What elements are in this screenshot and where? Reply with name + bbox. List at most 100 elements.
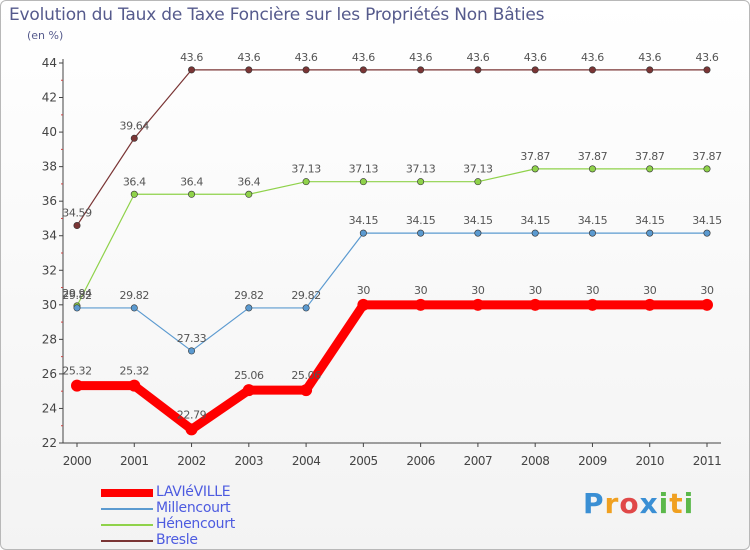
data-label-bresle: 43.6 — [352, 51, 375, 64]
data-label-bresle: 43.6 — [696, 51, 719, 64]
x-tick-label: 2008 — [521, 454, 550, 468]
data-label-millencourt: 29.82 — [62, 289, 92, 302]
data-point-lavieville — [529, 298, 542, 311]
unit-label: (en %) — [27, 29, 64, 42]
data-point-henencourt — [474, 178, 482, 186]
y-tick-label: 32 — [42, 263, 57, 277]
data-point-lavieville — [300, 384, 313, 397]
data-label-lavieville: 30 — [529, 284, 543, 297]
data-label-lavieville: 30 — [414, 284, 428, 297]
data-point-lavieville — [643, 298, 656, 311]
data-point-lavieville — [471, 298, 484, 311]
y-tick-label: 36 — [42, 194, 57, 208]
chart-title: Evolution du Taux de Taxe Foncière sur l… — [9, 5, 545, 25]
y-tick-label: 26 — [42, 367, 57, 381]
logo-letter: t — [669, 487, 684, 520]
data-point-millencourt — [588, 229, 596, 237]
x-tick-label: 2011 — [693, 454, 722, 468]
data-label-bresle: 34.59 — [62, 207, 92, 220]
y-tick-label: 44 — [42, 56, 57, 70]
data-label-millencourt: 29.82 — [234, 289, 264, 302]
data-label-lavieville: 30 — [471, 284, 485, 297]
legend-swatch — [101, 540, 153, 542]
data-point-henencourt — [703, 165, 711, 173]
data-point-millencourt — [302, 304, 310, 312]
data-point-bresle — [359, 66, 367, 74]
data-label-lavieville: 25.06 — [291, 369, 321, 382]
data-label-lavieville: 25.06 — [234, 369, 264, 382]
x-tick-label: 2003 — [235, 454, 264, 468]
legend-item-lavieville: LAVIéVILLE — [101, 484, 321, 501]
data-label-henencourt: 37.13 — [406, 163, 436, 176]
data-label-millencourt: 34.15 — [349, 214, 379, 227]
data-point-bresle — [531, 66, 539, 74]
data-point-henencourt — [188, 190, 196, 198]
data-point-bresle — [302, 66, 310, 74]
logo-letter: x — [639, 487, 659, 520]
y-tick-label: 40 — [42, 125, 57, 139]
data-point-henencourt — [302, 178, 310, 186]
data-label-lavieville: 30 — [357, 284, 371, 297]
data-point-millencourt — [531, 229, 539, 237]
y-tick-label: 38 — [42, 160, 57, 174]
data-label-bresle: 39.64 — [120, 119, 150, 132]
data-point-henencourt — [245, 190, 253, 198]
y-tick-label: 22 — [42, 436, 57, 450]
legend-swatch — [101, 524, 153, 526]
data-point-lavieville — [414, 298, 427, 311]
y-tick-label: 28 — [42, 332, 57, 346]
x-tick-label: 2000 — [63, 454, 92, 468]
data-point-bresle — [474, 66, 482, 74]
data-label-millencourt: 34.15 — [692, 214, 722, 227]
x-tick-label: 2005 — [349, 454, 378, 468]
data-point-millencourt — [73, 304, 81, 312]
data-label-bresle: 43.6 — [295, 51, 318, 64]
proxiti-logo: Proxiti — [583, 487, 694, 520]
y-tick-label: 30 — [42, 298, 57, 312]
data-label-henencourt: 36.4 — [237, 175, 260, 188]
data-point-bresle — [188, 66, 196, 74]
data-point-lavieville — [242, 384, 255, 397]
data-point-bresle — [73, 222, 81, 230]
logo-letter: P — [583, 487, 605, 520]
data-point-henencourt — [130, 190, 138, 198]
data-label-henencourt: 36.4 — [180, 175, 203, 188]
legend-label: Bresle — [156, 532, 198, 548]
data-point-millencourt — [703, 229, 711, 237]
series-line-lavieville — [72, 300, 712, 434]
data-label-henencourt: 37.13 — [349, 163, 379, 176]
data-point-millencourt — [417, 229, 425, 237]
x-tick-label: 2006 — [406, 454, 435, 468]
data-point-lavieville — [586, 298, 599, 311]
data-label-henencourt: 37.87 — [635, 150, 665, 163]
data-label-henencourt: 37.87 — [692, 150, 722, 163]
data-label-henencourt: 37.87 — [520, 150, 550, 163]
data-label-bresle: 43.6 — [466, 51, 489, 64]
data-label-bresle: 43.6 — [524, 51, 547, 64]
data-point-henencourt — [359, 178, 367, 186]
legend-item-millencourt: Millencourt — [101, 500, 321, 517]
series-line-bresle — [76, 69, 708, 227]
x-tick-label: 2007 — [464, 454, 493, 468]
data-label-millencourt: 34.15 — [463, 214, 493, 227]
x-tick-label: 2004 — [292, 454, 321, 468]
legend-label: Millencourt — [156, 500, 231, 516]
data-label-lavieville: 25.32 — [120, 365, 150, 378]
data-label-lavieville: 25.32 — [62, 365, 92, 378]
data-point-millencourt — [188, 347, 196, 355]
data-point-millencourt — [474, 229, 482, 237]
data-point-lavieville — [701, 298, 713, 311]
data-point-lavieville — [357, 298, 370, 311]
data-label-millencourt: 34.15 — [635, 214, 665, 227]
legend-swatch — [101, 489, 153, 497]
data-point-lavieville — [71, 379, 83, 392]
data-label-bresle: 43.6 — [409, 51, 432, 64]
y-tick-label: 24 — [42, 401, 57, 415]
x-tick-label: 2009 — [578, 454, 607, 468]
data-point-henencourt — [531, 165, 539, 173]
data-point-bresle — [417, 66, 425, 74]
x-tick-label: 2001 — [120, 454, 149, 468]
data-label-bresle: 43.6 — [638, 51, 661, 64]
logo-letter: i — [683, 487, 695, 520]
